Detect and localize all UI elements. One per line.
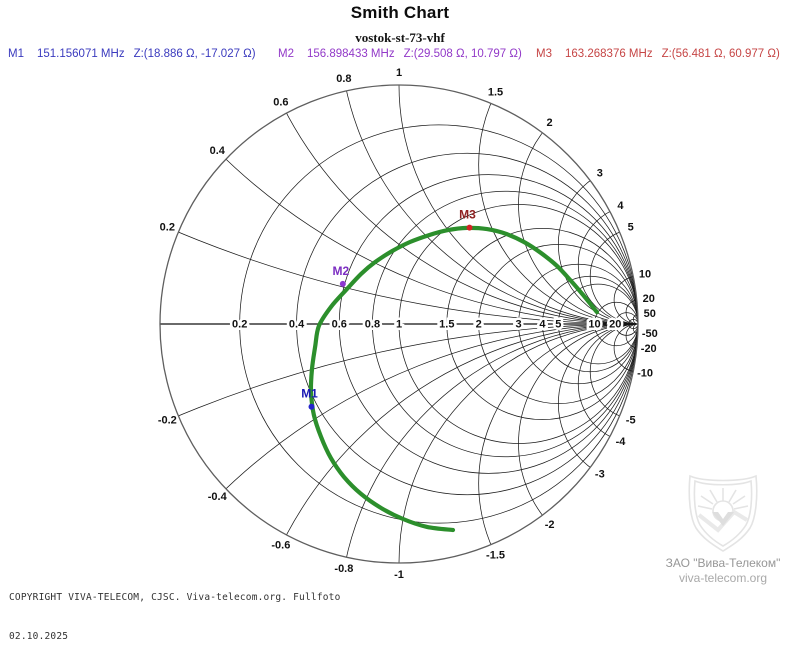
- rim-label-50: 50: [644, 308, 656, 320]
- rim-label-4: 4: [617, 200, 624, 212]
- reactance-arc-neg-3: [558, 324, 717, 483]
- axis-label-2: 2: [476, 319, 482, 331]
- rim-label--2: -2: [545, 519, 555, 531]
- rim-label-0.6: 0.6: [273, 97, 288, 109]
- rim-label-20: 20: [643, 293, 655, 305]
- rim-label--10: -10: [637, 368, 653, 380]
- rim-label-0.2: 0.2: [160, 221, 175, 233]
- rim-label-1.5: 1.5: [488, 86, 503, 98]
- rim-label-1: 1: [396, 67, 402, 79]
- axis-label-0.6: 0.6: [332, 319, 347, 331]
- rim-label--3: -3: [595, 469, 605, 481]
- rim-label--0.6: -0.6: [271, 539, 290, 551]
- reactance-arc-pos-0.6: [240, 0, 800, 324]
- marker-label-m3: M3: [459, 208, 476, 222]
- marker-point-m1[interactable]: [309, 404, 315, 410]
- axis-label-20: 20: [609, 319, 621, 331]
- logo-website: viva-telecom.org: [642, 571, 800, 585]
- rim-label-0.4: 0.4: [210, 145, 226, 157]
- rim-label--1.5: -1.5: [486, 550, 505, 562]
- rim-label--0.2: -0.2: [158, 415, 177, 427]
- copyright-text: COPYRIGHT VIVA-TELECOM, CJSC. Viva-telec…: [9, 565, 341, 656]
- marker-point-m2[interactable]: [340, 281, 346, 287]
- rim-label--20: -20: [641, 343, 657, 355]
- axis-label-3: 3: [515, 319, 521, 331]
- reactance-arc-pos-2: [519, 85, 758, 324]
- rim-label-2: 2: [547, 117, 553, 129]
- rim-label--50: -50: [642, 328, 658, 340]
- marker-label-m2: M2: [332, 264, 349, 278]
- axis-label-1.5: 1.5: [439, 319, 454, 331]
- reactance-arc-pos-1: [399, 0, 800, 324]
- axis-label-0.4: 0.4: [289, 319, 305, 331]
- rim-label--5: -5: [626, 415, 636, 427]
- rim-label-3: 3: [597, 167, 603, 179]
- reactance-arc-pos-0.4: [41, 0, 800, 324]
- copyright-date: 02.10.2025: [9, 630, 341, 643]
- copyright-line1: COPYRIGHT VIVA-TELECOM, CJSC. Viva-telec…: [9, 591, 341, 604]
- marker-label-m1: M1: [301, 387, 318, 401]
- reactance-arc-pos-4: [578, 205, 698, 325]
- axis-label-0.8: 0.8: [365, 319, 380, 331]
- axis-label-4: 4: [539, 319, 546, 331]
- axis-label-5: 5: [555, 319, 561, 331]
- marker-point-m3[interactable]: [467, 225, 473, 231]
- axis-label-1: 1: [396, 319, 402, 331]
- reactance-arc-neg-4: [578, 324, 698, 444]
- rim-label-10: 10: [639, 268, 651, 280]
- axis-label-10: 10: [588, 319, 600, 331]
- axis-label-0.2: 0.2: [232, 319, 247, 331]
- rim-label--1: -1: [394, 569, 404, 581]
- reactance-arc-pos-3: [558, 165, 717, 324]
- logo-company-name: ЗАО "Вива-Телеком": [642, 556, 800, 570]
- reactance-arc-pos-0.2: [0, 0, 800, 324]
- rim-label--0.4: -0.4: [208, 491, 228, 503]
- reactance-arc-pos-0.8: [339, 0, 800, 324]
- logo-shield-icon: [642, 468, 800, 554]
- rim-label-0.8: 0.8: [336, 73, 351, 85]
- rim-label--4: -4: [616, 436, 627, 448]
- logo: ЗАО "Вива-Телеком" viva-telecom.org: [642, 468, 800, 585]
- rim-label-5: 5: [628, 221, 634, 233]
